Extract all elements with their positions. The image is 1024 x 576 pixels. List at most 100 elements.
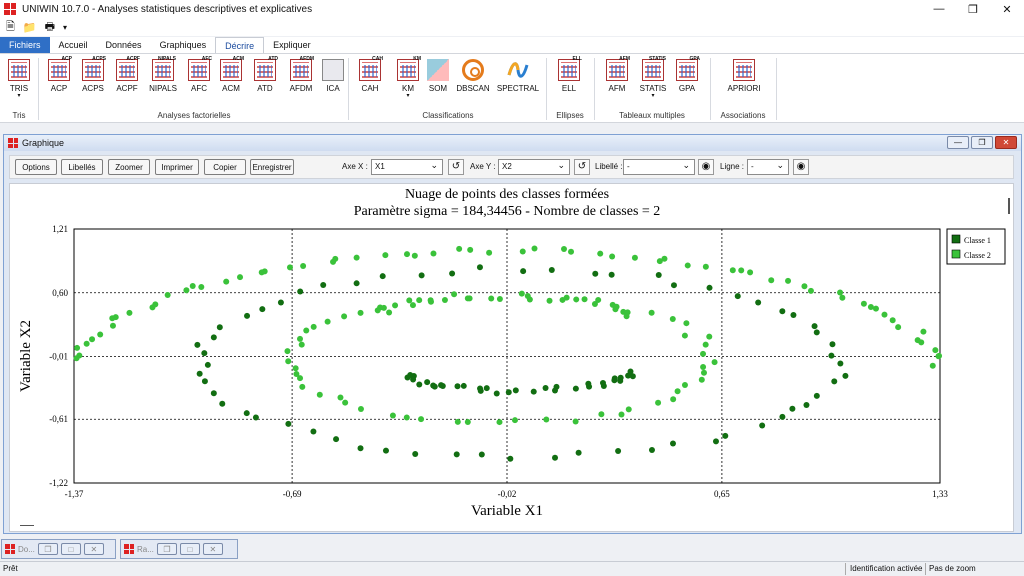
enregistrer-button[interactable]: Enregistrer <box>250 159 294 175</box>
ell-button[interactable]: ELL ELL <box>552 56 586 93</box>
status-zoom: Pas de zoom <box>929 564 976 573</box>
legend-swatch <box>951 234 961 244</box>
child-maximize-button[interactable]: ❐ <box>971 136 993 149</box>
data-point <box>223 278 230 285</box>
cah-button[interactable]: CAH CAH <box>353 56 387 93</box>
options-button[interactable]: Options <box>15 159 57 175</box>
acps-button[interactable]: ACPS ACPS <box>76 56 110 93</box>
libelle-binoculars-icon[interactable]: ◉ <box>698 159 714 175</box>
data-point <box>83 340 90 347</box>
ribbon-button-label: AFDM <box>289 84 313 93</box>
mdi-tab-rapport[interactable]: Ra... ❐ □ ✕ <box>120 539 238 559</box>
data-point <box>194 341 201 348</box>
libelle-select[interactable]: - <box>623 158 695 175</box>
dbscan-button[interactable]: DBSCAN <box>456 59 490 93</box>
axe-x-select[interactable]: X1 <box>371 158 443 175</box>
acpf-button[interactable]: ACPF ACPF <box>110 56 144 93</box>
data-point <box>543 416 550 423</box>
data-point <box>568 248 575 255</box>
data-point <box>785 277 792 284</box>
print-icon[interactable]: 🖶 <box>44 20 55 33</box>
nipals-button[interactable]: NIPALS NIPALS <box>146 56 180 93</box>
tab-accueil[interactable]: Accueil <box>58 40 88 50</box>
data-point <box>460 382 467 389</box>
statis-button[interactable]: STATIS STATIS ▾ <box>636 56 670 99</box>
child-close-button[interactable]: ✕ <box>995 136 1017 149</box>
tris-button[interactable]: TRIS ▾ <box>2 59 36 99</box>
scatter-chart[interactable]: Nuage de points des classes formées Param… <box>10 184 1013 531</box>
libelles-button[interactable]: Libellés <box>61 159 103 175</box>
ribbon-tabs: Fichiers Accueil Données Graphiques Décrire E… <box>0 37 1024 53</box>
gpa-button[interactable]: GPA GPA <box>670 56 704 93</box>
minimize-button[interactable]: — <box>933 3 945 15</box>
open-folder-icon[interactable]: 📁 <box>22 21 37 34</box>
tab-graphiques[interactable]: Graphiques <box>159 40 207 50</box>
data-point <box>403 414 410 421</box>
ribbon-button-label: ACPS <box>82 84 104 93</box>
axe-y-swap-icon[interactable]: ↺ <box>574 159 590 175</box>
chart-panel: Nuage de points des classes formées Param… <box>9 183 1014 532</box>
km-button[interactable]: KM KM ▾ <box>391 56 425 99</box>
maximize-button[interactable]: ❐ <box>968 3 978 16</box>
data-point <box>618 411 625 418</box>
new-file-icon[interactable]: 🗎 <box>6 20 15 33</box>
axe-x-swap-icon[interactable]: ↺ <box>448 159 464 175</box>
ica-button[interactable]: ICA <box>316 59 350 93</box>
ell-icon: ELL <box>558 56 582 81</box>
zoomer-button[interactable]: Zoomer <box>108 159 150 175</box>
data-point <box>592 270 599 277</box>
ribbon-group-label: Ellipses <box>556 111 584 120</box>
mdi-maximize-button[interactable]: □ <box>179 543 200 555</box>
data-point <box>807 287 814 294</box>
axe-y-select[interactable]: X2 <box>498 158 570 175</box>
spectral-button[interactable]: SPECTRAL <box>496 59 540 93</box>
ribbon-icon-badge: AFDM <box>299 56 314 62</box>
mdi-close-button[interactable]: ✕ <box>83 543 104 555</box>
close-button[interactable]: ✕ <box>1002 3 1012 16</box>
acp-button[interactable]: ACP ACP <box>42 56 76 93</box>
data-point <box>681 332 688 339</box>
data-point <box>936 352 943 359</box>
atd-button[interactable]: ATD ATD <box>248 56 282 93</box>
data-point <box>597 250 604 257</box>
data-point <box>669 440 676 447</box>
mdi-tab-document[interactable]: Do... ❐ □ ✕ <box>1 539 116 559</box>
child-minimize-button[interactable]: — <box>947 136 969 149</box>
afdm-button[interactable]: AFDM AFDM <box>284 56 318 93</box>
vertical-scroll-thumb[interactable] <box>1008 198 1010 214</box>
tab-donnes[interactable]: Données <box>105 40 142 50</box>
horizontal-scroll-thumb[interactable] <box>20 525 34 526</box>
acm-button[interactable]: ACM ACM <box>214 56 248 93</box>
ribbon-icon-badge: GPA <box>689 56 700 62</box>
customize-dropdown-icon[interactable]: ▾ <box>62 22 67 32</box>
mdi-restore-button[interactable]: ❐ <box>156 543 177 555</box>
data-point <box>624 309 631 316</box>
tab-fichiers[interactable]: Fichiers <box>0 37 50 53</box>
data-point <box>374 307 381 314</box>
copier-button[interactable]: Copier <box>204 159 246 175</box>
afm-button[interactable]: AFM AFM <box>600 56 634 93</box>
mdi-close-button[interactable]: ✕ <box>202 543 223 555</box>
ligne-binoculars-icon[interactable]: ◉ <box>793 159 809 175</box>
som-button[interactable]: SOM <box>421 59 455 93</box>
x-tick-label: -0,02 <box>498 489 517 499</box>
data-point <box>530 388 537 395</box>
ligne-select[interactable]: - <box>747 158 789 175</box>
data-point <box>670 396 677 403</box>
tab-dcrire[interactable]: Décrire <box>215 37 265 53</box>
data-point <box>297 375 304 382</box>
acpf-icon: ACPF <box>116 56 140 81</box>
imprimer-button[interactable]: Imprimer <box>155 159 199 175</box>
ribbon-icon-badge: ATD <box>268 56 278 62</box>
tab-expliquer[interactable]: Expliquer <box>273 40 311 50</box>
apriori-button[interactable]: APRIORI <box>722 59 766 93</box>
data-point <box>803 402 810 409</box>
data-point <box>353 280 360 287</box>
data-point <box>453 451 460 458</box>
data-point <box>706 333 713 340</box>
mdi-maximize-button[interactable]: □ <box>60 543 81 555</box>
data-point <box>416 381 423 388</box>
afc-button[interactable]: AFC AFC <box>182 56 216 93</box>
mdi-restore-button[interactable]: ❐ <box>37 543 58 555</box>
data-point <box>337 394 344 401</box>
